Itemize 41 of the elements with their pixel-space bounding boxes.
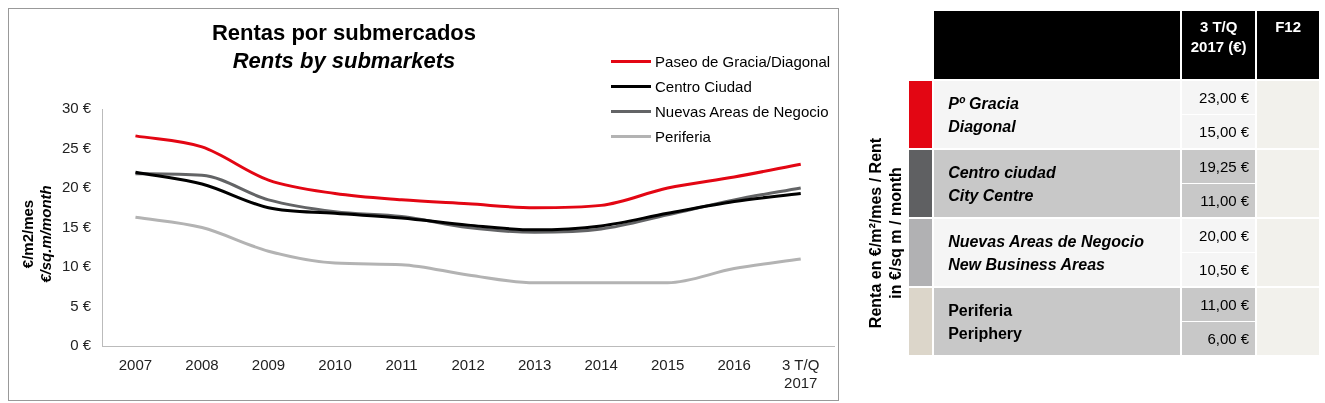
x-tick-label: 2016 [717,356,751,374]
x-tick-label: 2011 [385,356,418,374]
chart-title: Rentas por submercados [210,19,478,47]
category-label: Centro ciudad City Centre [948,163,1056,204]
y-tick-label: 0 € [70,336,92,354]
text: 6,00 € [1207,330,1250,347]
text: 23,00 € [1199,89,1250,106]
x-tick-label: 2009 [251,356,286,374]
text: Renta en €/m²/mes / Rent in €/sq m / month [866,136,906,331]
category-label: Periferia Periphery [948,301,1022,342]
x-tick-label: 2012 [451,356,485,374]
legend-label: Nuevas Areas de Negocio [655,102,829,122]
text: 19,25 € [1199,158,1250,175]
legend-label: Paseo de Gracia/Diagonal [655,52,831,72]
x-tick-label: 2013 [517,356,552,374]
text: 10,50 € [1199,261,1250,278]
legend-label: Periferia [655,127,711,147]
text: 20,00 € [1199,227,1250,244]
text: 11,00 € [1200,296,1250,313]
y-tick-label: 15 € [61,217,92,235]
line-series [133,215,803,285]
y-tick-label: 5 € [70,296,92,314]
text: 15,00 € [1199,123,1250,140]
x-tick-label: 3 T/Q 2017 [782,356,820,392]
x-tick-label: 2007 [118,356,153,374]
x-tick-label: 2010 [318,356,352,374]
y-tick-label: 10 € [61,257,92,275]
category-label: Nuevas Areas de Negocio New Business Areas [948,232,1145,273]
legend-label: Centro Ciudad [655,77,752,97]
y-axis-title: €/m2/mes €/sq.m/month [19,185,55,283]
y-tick-label: 25 € [61,138,92,156]
chart-subtitle: Rents by submarkets [231,47,457,75]
category-label: F12 [1257,11,1320,79]
y-tick-label: 30 € [61,99,92,117]
category-label: 3 T/Q 2017 (€) [1182,11,1256,79]
category-label: Pº Gracia Diagonal [948,94,1019,135]
y-tick-label: 20 € [61,178,92,196]
text: 11,00 € [1200,192,1250,209]
x-tick-label: 2014 [584,356,618,374]
x-tick-label: 2008 [185,356,219,374]
x-tick-label: 2015 [650,356,685,374]
